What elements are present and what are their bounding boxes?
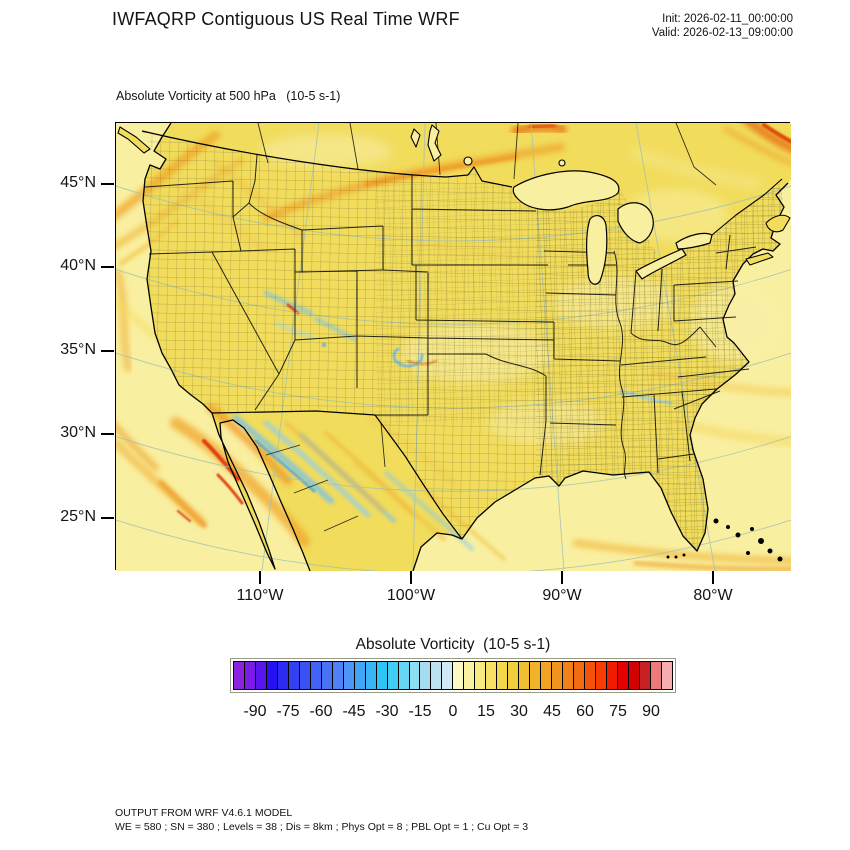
colorbar-cell <box>310 662 322 689</box>
colorbar-tick-label: -15 <box>408 703 432 720</box>
run-info: Init: 2026-02-11_00:00:00 Valid: 2026-02… <box>652 13 793 40</box>
colorbar-cell <box>475 662 487 689</box>
field-title: Absolute Vorticity at 500 hPa (10-5 s-1) <box>116 89 341 103</box>
colorbar-cell <box>606 662 618 689</box>
lon-tick-label: 100°W <box>386 587 436 604</box>
colorbar-cell <box>650 662 662 689</box>
nova-scotia <box>765 214 791 233</box>
colorbar-cell <box>442 662 454 689</box>
colorbar-cell <box>486 662 498 689</box>
colorbar-cell <box>420 662 432 689</box>
colorbar-cell <box>508 662 520 689</box>
lake-manitoba <box>410 128 421 148</box>
colorbar-cell <box>464 662 476 689</box>
colorbar-cell <box>365 662 377 689</box>
map-canvas <box>115 122 791 571</box>
colorbar-cell <box>574 662 585 689</box>
colorbar <box>230 658 676 693</box>
colorbar-cell <box>661 662 672 689</box>
colorbar-cell <box>266 662 278 689</box>
colorbar-cell <box>244 662 256 689</box>
great-lakes <box>512 170 713 285</box>
colorbar-cell <box>639 662 651 689</box>
lon-tick-label: 90°W <box>542 587 582 604</box>
colorbar-cell <box>617 662 629 689</box>
colorbar-cell <box>595 662 607 689</box>
model-footer: OUTPUT FROM WRF V4.6.1 MODEL WE = 580 ; … <box>115 807 528 834</box>
valid-time-label: Valid: 2026-02-13_09:00:00 <box>651 26 793 39</box>
colorbar-tick-label: 60 <box>576 703 594 720</box>
lake-nipigon <box>558 159 566 167</box>
colorbar-cell <box>497 662 509 689</box>
colorbar-tick-label: 30 <box>510 703 528 720</box>
islands <box>117 124 791 562</box>
lat-tick <box>101 266 114 268</box>
colorbar-cell <box>628 662 640 689</box>
lat-tick-label: 25°N <box>60 508 96 525</box>
footer-line2: WE = 580 ; SN = 380 ; Levels = 38 ; Dis … <box>115 820 529 833</box>
coastlines <box>141 123 789 571</box>
footer-line1: OUTPUT FROM WRF V4.6.1 MODEL <box>115 807 293 819</box>
lake-of-the-woods <box>463 156 473 166</box>
long-island <box>745 252 774 266</box>
lat-tick <box>101 183 114 185</box>
colorbar-cell <box>288 662 300 689</box>
colorbar-cell <box>376 662 388 689</box>
colorbar-tick-label: 45 <box>543 703 561 720</box>
lat-tick-label: 40°N <box>60 257 96 274</box>
colorbar-cell <box>530 662 542 689</box>
colorbar-tick-label: -45 <box>342 703 366 720</box>
colorbar-cell <box>332 662 344 689</box>
colorbar-cell <box>552 662 564 689</box>
lat-tick <box>101 517 114 519</box>
vorticity-map <box>116 123 791 571</box>
vancouver-island <box>117 126 151 154</box>
colorbar-tick-label: 0 <box>448 703 458 720</box>
colorbar-cell <box>354 662 366 689</box>
colorbar-tick-label: 90 <box>642 703 660 720</box>
lat-tick-label: 30°N <box>60 424 96 441</box>
colorbar-cell <box>541 662 553 689</box>
lon-tick <box>259 571 261 584</box>
colorbar-cell <box>431 662 443 689</box>
lake-winnipeg <box>427 124 442 162</box>
lon-tick <box>410 571 412 584</box>
colorbar-title: Absolute Vorticity (10-5 s-1) <box>355 636 551 653</box>
florida-keys <box>666 553 686 559</box>
colorbar-cell <box>409 662 421 689</box>
colorbar-cell <box>321 662 333 689</box>
colorbar-cell <box>387 662 399 689</box>
colorbar-cell <box>398 662 410 689</box>
colorbar-cell <box>453 662 465 689</box>
init-time-label: Init: 2026-02-11_00:00:00 <box>662 13 793 25</box>
colorbar-tick-labels: -90 -75 -60 -45 -30 -15 0 15 30 45 60 75 90 <box>233 703 673 723</box>
colorbar-tick-label: -60 <box>309 703 333 720</box>
colorbar-tick-label: -75 <box>276 703 300 720</box>
colorbar-cell <box>519 662 531 689</box>
colorbar-tick-label: -90 <box>243 703 267 720</box>
lon-tick <box>561 571 563 584</box>
colorbar-tick-label: 75 <box>609 703 627 720</box>
colorbar-cell <box>234 662 245 689</box>
lat-tick <box>101 350 114 352</box>
colorbar-cell <box>563 662 575 689</box>
colorbar-cell <box>299 662 311 689</box>
lat-tick-label: 45°N <box>60 174 96 191</box>
lat-tick <box>101 433 114 435</box>
colorbar-cell <box>255 662 267 689</box>
colorbar-cell <box>277 662 289 689</box>
lon-tick-label: 80°W <box>693 587 733 604</box>
lon-tick-label: 110°W <box>236 587 284 604</box>
bahamas <box>713 518 783 562</box>
lon-tick <box>712 571 714 584</box>
colorbar-cell <box>343 662 355 689</box>
lat-tick-label: 35°N <box>60 341 96 358</box>
colorbar-tick-label: 15 <box>477 703 495 720</box>
colorbar-tick-label: -30 <box>375 703 399 720</box>
colorbar-cell <box>585 662 596 689</box>
page-title: IWFAQRP Contiguous US Real Time WRF <box>112 9 460 29</box>
state-borders <box>144 154 757 480</box>
